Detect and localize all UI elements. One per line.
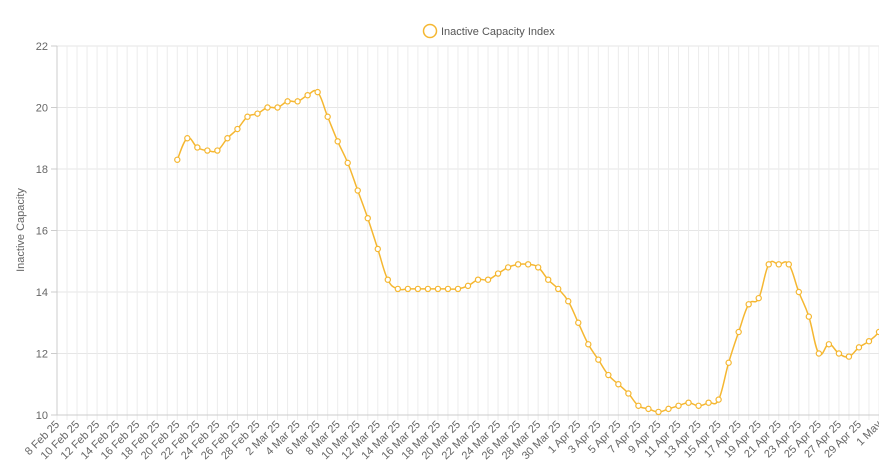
data-point[interactable] — [414, 285, 422, 293]
data-point[interactable] — [735, 328, 742, 336]
y-tick-label: 20 — [36, 103, 48, 115]
data-point[interactable] — [635, 402, 642, 409]
y-tick-label: 12 — [36, 349, 48, 361]
data-point[interactable] — [805, 313, 813, 320]
data-point[interactable] — [314, 88, 321, 96]
y-tick-label: 10 — [36, 410, 48, 422]
data-point[interactable] — [514, 261, 522, 268]
data-point[interactable] — [284, 98, 291, 105]
data-point[interactable] — [575, 319, 582, 326]
y-tick-label: 16 — [36, 226, 48, 238]
data-point[interactable] — [334, 138, 341, 145]
data-point[interactable] — [254, 110, 261, 117]
data-point[interactable] — [775, 261, 782, 268]
data-point[interactable] — [534, 264, 542, 271]
data-point[interactable] — [695, 402, 702, 409]
data-point[interactable] — [875, 328, 879, 336]
data-point[interactable] — [244, 113, 251, 120]
data-point[interactable] — [615, 381, 622, 388]
data-point[interactable] — [374, 245, 381, 253]
data-point[interactable] — [544, 276, 552, 283]
data-point[interactable] — [524, 261, 532, 268]
data-point[interactable] — [364, 214, 371, 222]
data-point[interactable] — [815, 350, 823, 357]
data-point[interactable] — [755, 294, 762, 302]
data-point[interactable] — [665, 405, 672, 413]
data-point[interactable] — [745, 301, 752, 308]
data-point[interactable] — [765, 261, 772, 268]
data-point[interactable] — [675, 402, 682, 409]
data-point[interactable] — [825, 341, 833, 348]
data-point[interactable] — [354, 187, 361, 194]
data-point[interactable] — [264, 104, 271, 111]
legend-label: Inactive Capacity Index — [441, 26, 555, 38]
data-point[interactable] — [785, 261, 792, 268]
data-point[interactable] — [585, 341, 592, 348]
data-point[interactable] — [705, 399, 712, 406]
data-point[interactable] — [595, 356, 602, 363]
data-point[interactable] — [625, 390, 632, 397]
data-point[interactable] — [645, 405, 652, 413]
data-point[interactable] — [605, 371, 612, 379]
data-point[interactable] — [464, 282, 472, 290]
data-point[interactable] — [274, 104, 281, 111]
data-point[interactable] — [865, 338, 873, 345]
data-point[interactable] — [344, 159, 351, 167]
data-point[interactable] — [224, 135, 231, 142]
series-line — [176, 89, 879, 413]
data-point[interactable] — [655, 408, 662, 416]
data-point[interactable] — [685, 399, 692, 406]
data-point[interactable] — [484, 276, 492, 283]
data-point[interactable] — [555, 285, 562, 293]
plot-area — [174, 88, 879, 416]
data-point[interactable] — [204, 147, 211, 154]
data-point[interactable] — [384, 276, 392, 283]
data-point[interactable] — [504, 264, 512, 271]
data-point[interactable] — [174, 156, 181, 163]
data-point[interactable] — [725, 359, 732, 366]
data-point[interactable] — [855, 344, 863, 351]
data-point[interactable] — [184, 135, 191, 142]
data-point[interactable] — [214, 147, 221, 154]
y-axis: 10 12 14 16 18 20 22 — [36, 41, 57, 422]
y-tick-label: 22 — [36, 41, 48, 53]
y-tick-label: 18 — [36, 164, 48, 176]
y-tick-label: 14 — [36, 287, 48, 299]
data-point[interactable] — [394, 285, 402, 293]
data-point[interactable] — [835, 350, 843, 357]
data-point[interactable] — [194, 144, 201, 151]
data-point[interactable] — [474, 276, 482, 283]
data-point[interactable] — [795, 288, 803, 296]
y-axis-title: Inactive Capacity — [15, 188, 27, 272]
legend[interactable]: Inactive Capacity Index — [422, 23, 556, 39]
data-point[interactable] — [324, 113, 331, 120]
data-point[interactable] — [434, 285, 442, 293]
data-point[interactable] — [845, 353, 853, 360]
data-point[interactable] — [454, 285, 462, 293]
data-point[interactable] — [294, 98, 301, 105]
chart-grid — [56, 45, 879, 420]
data-point[interactable] — [444, 285, 452, 293]
legend-marker — [422, 23, 438, 39]
data-point[interactable] — [404, 285, 412, 293]
data-point[interactable] — [234, 125, 241, 133]
data-point[interactable] — [565, 298, 572, 305]
data-point[interactable] — [424, 285, 432, 293]
data-point[interactable] — [304, 91, 311, 99]
data-point[interactable] — [715, 396, 722, 403]
data-point[interactable] — [494, 270, 502, 277]
